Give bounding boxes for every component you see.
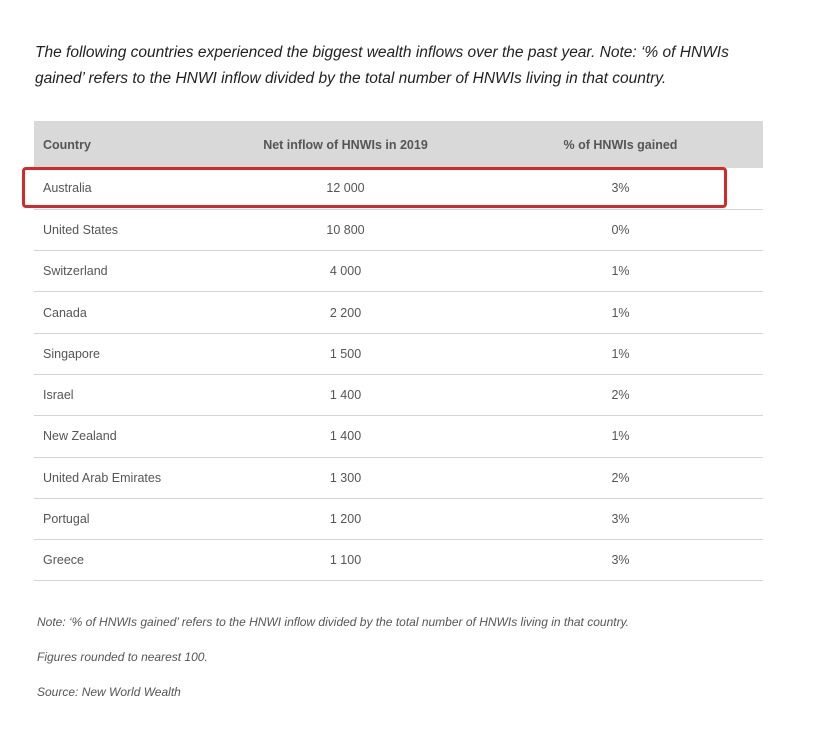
country-cell: Australia — [43, 181, 92, 196]
country-cell: Israel — [43, 388, 74, 403]
table-row: Singapore 1 500 1% — [34, 333, 763, 375]
net-inflow-cell: 12 000 — [326, 181, 365, 196]
footnotes: Note: ‘% of HNWIs gained’ refers to the … — [37, 614, 629, 719]
net-inflow-cell: 1 300 — [329, 470, 362, 485]
country-cell: United Arab Emirates — [43, 470, 162, 485]
percent-gained-cell: 1% — [611, 305, 630, 320]
table-body: Australia 12 000 3% United States 10 800… — [34, 168, 763, 581]
intro-paragraph: The following countries experienced the … — [35, 43, 729, 87]
net-inflow-cell: 1 400 — [329, 388, 362, 403]
table-row: United Arab Emirates 1 300 2% — [34, 457, 763, 499]
percent-gained-cell: 3% — [611, 512, 630, 527]
note-rounding: Figures rounded to nearest 100. — [37, 650, 208, 664]
table-row: Switzerland 4 000 1% — [34, 251, 763, 292]
country-cell: Portugal — [43, 512, 90, 527]
country-cell: Singapore — [43, 346, 100, 361]
net-inflow-cell: 2 200 — [329, 305, 362, 320]
country-cell: Canada — [43, 305, 87, 320]
wealth-inflow-table: Country Net inflow of HNWIs in 2019 % of… — [34, 121, 763, 581]
net-inflow-cell: 10 800 — [326, 222, 365, 237]
net-inflow-cell: 4 000 — [329, 264, 362, 279]
note-source: Source: New World Wealth — [37, 685, 181, 699]
country-cell: Greece — [43, 553, 84, 568]
percent-gained-cell: 1% — [611, 346, 630, 361]
country-cell: Switzerland — [43, 264, 108, 279]
table-row: Canada 2 200 1% — [34, 292, 763, 334]
table-row: United States 10 800 0% — [34, 209, 763, 251]
percent-gained-cell: 2% — [611, 470, 630, 485]
table-header: Country Net inflow of HNWIs in 2019 % of… — [34, 121, 763, 168]
header-net-inflow: Net inflow of HNWIs in 2019 — [263, 137, 428, 152]
net-inflow-cell: 1 500 — [329, 346, 362, 361]
header-country: Country — [43, 137, 91, 152]
table-row: Greece 1 100 3% — [34, 540, 763, 581]
table-row: Israel 1 400 2% — [34, 374, 763, 416]
percent-gained-cell: 0% — [611, 222, 630, 237]
note-definition: Note: ‘% of HNWIs gained’ refers to the … — [37, 615, 630, 629]
table-row: New Zealand 1 400 1% — [34, 416, 763, 458]
net-inflow-cell: 1 400 — [329, 429, 362, 444]
net-inflow-cell: 1 100 — [329, 553, 362, 568]
net-inflow-cell: 1 200 — [329, 512, 362, 527]
table-header-row: Country Net inflow of HNWIs in 2019 % of… — [34, 121, 763, 168]
country-cell: New Zealand — [43, 429, 117, 444]
percent-gained-cell: 1% — [611, 429, 630, 444]
percent-gained-cell: 2% — [611, 388, 630, 403]
percent-gained-cell: 3% — [611, 553, 630, 568]
wealth-inflow-table-container: Country Net inflow of HNWIs in 2019 % of… — [34, 121, 763, 581]
percent-gained-cell: 3% — [611, 181, 630, 196]
percent-gained-cell: 1% — [611, 264, 630, 279]
table-row: Australia 12 000 3% — [34, 168, 763, 210]
header-percent-gained: % of HNWIs gained — [563, 137, 678, 152]
country-cell: United States — [43, 222, 119, 237]
table-row: Portugal 1 200 3% — [34, 498, 763, 540]
